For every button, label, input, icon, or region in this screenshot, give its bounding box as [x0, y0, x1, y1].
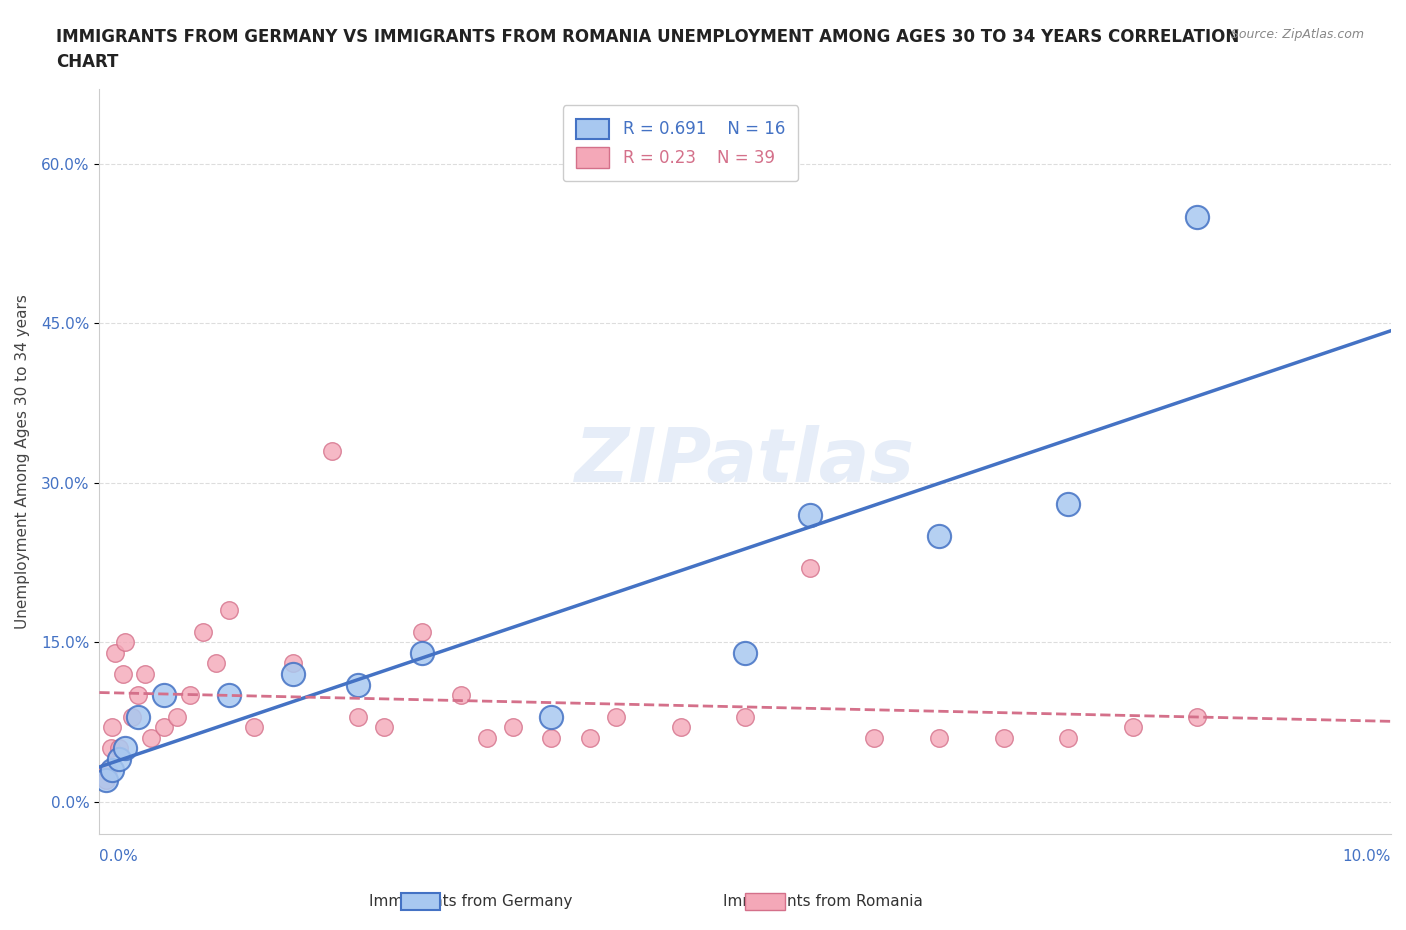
- Point: [121, 710, 143, 724]
- Point: [1122, 720, 1144, 735]
- Point: [114, 634, 136, 649]
- Point: [928, 528, 950, 543]
- Point: [101, 763, 124, 777]
- Point: [94, 773, 117, 788]
- Point: [153, 720, 176, 735]
- Point: [799, 507, 821, 522]
- Point: [166, 710, 188, 724]
- Point: [799, 560, 821, 575]
- Point: [1057, 497, 1080, 512]
- Point: [1187, 209, 1209, 224]
- Y-axis label: Unemployment Among Ages 30 to 34 years: Unemployment Among Ages 30 to 34 years: [15, 294, 30, 629]
- Point: [127, 710, 149, 724]
- Point: [191, 624, 214, 639]
- Point: [1057, 730, 1080, 745]
- Text: IMMIGRANTS FROM GERMANY VS IMMIGRANTS FROM ROMANIA UNEMPLOYMENT AMONG AGES 30 TO: IMMIGRANTS FROM GERMANY VS IMMIGRANTS FR…: [56, 28, 1240, 71]
- Point: [107, 751, 129, 766]
- Point: [411, 624, 433, 639]
- Point: [734, 645, 756, 660]
- Point: [502, 720, 524, 735]
- Point: [218, 688, 240, 703]
- Point: [475, 730, 498, 745]
- Point: [97, 763, 120, 777]
- Point: [100, 741, 122, 756]
- Point: [346, 710, 368, 724]
- Text: ZIPatlas: ZIPatlas: [575, 425, 915, 498]
- Text: Immigrants from Romania: Immigrants from Romania: [723, 894, 922, 909]
- Point: [1187, 710, 1209, 724]
- Point: [281, 667, 304, 682]
- Point: [127, 688, 149, 703]
- Point: [993, 730, 1015, 745]
- Text: 0.0%: 0.0%: [100, 849, 138, 865]
- Point: [114, 741, 136, 756]
- Point: [411, 645, 433, 660]
- Point: [153, 688, 176, 703]
- Point: [94, 773, 117, 788]
- Point: [734, 710, 756, 724]
- Point: [928, 730, 950, 745]
- Point: [669, 720, 692, 735]
- Point: [863, 730, 886, 745]
- Point: [605, 710, 627, 724]
- Point: [139, 730, 162, 745]
- Point: [321, 444, 343, 458]
- Point: [346, 677, 368, 692]
- Point: [101, 720, 124, 735]
- Point: [243, 720, 266, 735]
- Text: Immigrants from Germany: Immigrants from Germany: [370, 894, 572, 909]
- Point: [104, 645, 127, 660]
- Point: [107, 741, 129, 756]
- Point: [218, 603, 240, 618]
- Point: [204, 656, 226, 671]
- Point: [540, 710, 562, 724]
- Point: [450, 688, 472, 703]
- Point: [540, 730, 562, 745]
- Point: [281, 656, 304, 671]
- Text: 10.0%: 10.0%: [1343, 849, 1391, 865]
- Point: [134, 667, 156, 682]
- Point: [111, 667, 134, 682]
- Text: Source: ZipAtlas.com: Source: ZipAtlas.com: [1230, 28, 1364, 41]
- Point: [373, 720, 395, 735]
- Legend: R = 0.691    N = 16, R = 0.23    N = 39: R = 0.691 N = 16, R = 0.23 N = 39: [562, 105, 799, 180]
- Point: [179, 688, 201, 703]
- Point: [579, 730, 602, 745]
